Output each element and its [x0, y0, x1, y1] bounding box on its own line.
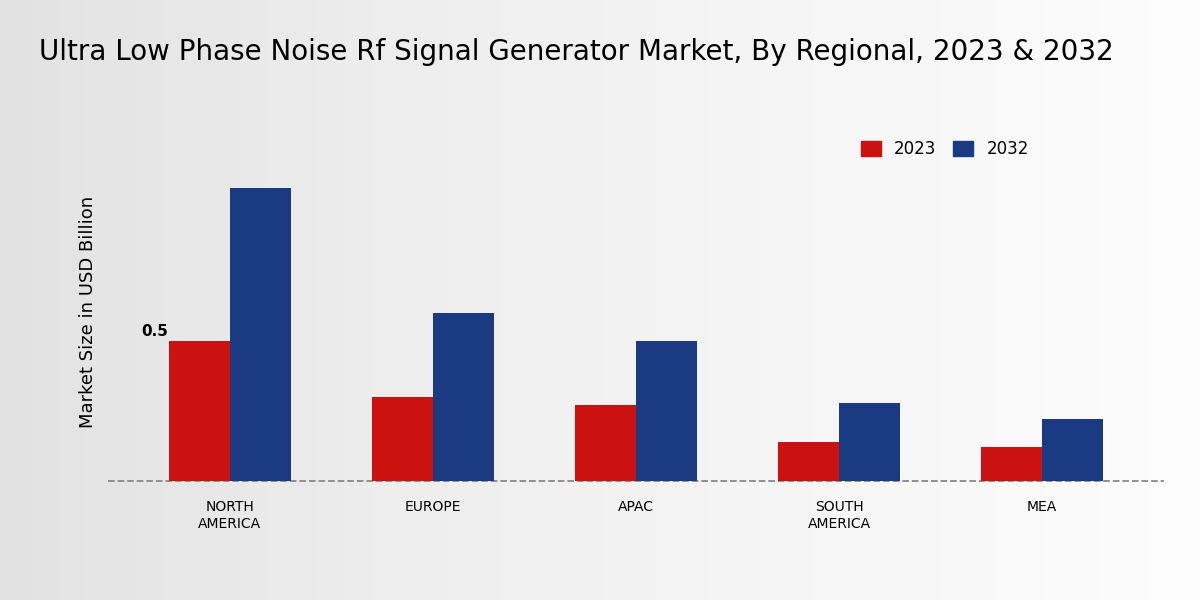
Bar — [636, 341, 697, 481]
Bar — [230, 188, 290, 481]
Y-axis label: Market Size in USD Billion: Market Size in USD Billion — [79, 196, 97, 428]
Bar — [982, 448, 1042, 481]
Bar — [778, 442, 839, 481]
Bar — [372, 397, 433, 481]
Bar — [575, 406, 636, 481]
Text: Ultra Low Phase Noise Rf Signal Generator Market, By Regional, 2023 & 2032: Ultra Low Phase Noise Rf Signal Generato… — [40, 38, 1114, 66]
Bar — [1042, 419, 1103, 481]
Bar — [169, 341, 230, 481]
Bar — [433, 313, 494, 481]
Legend: 2023, 2032: 2023, 2032 — [860, 140, 1028, 158]
Text: 0.5: 0.5 — [142, 323, 168, 338]
Bar — [839, 403, 900, 481]
